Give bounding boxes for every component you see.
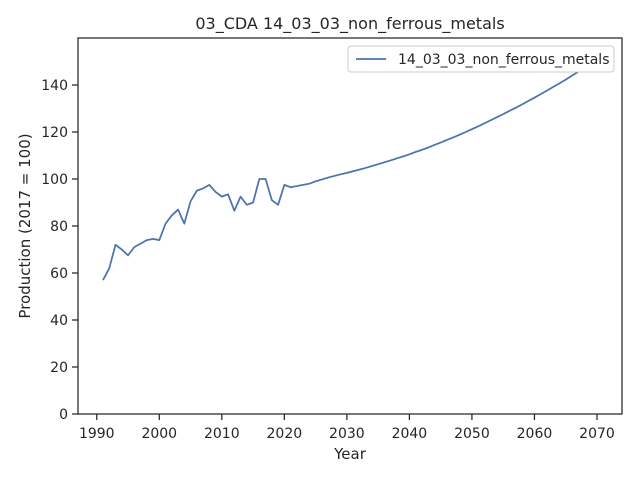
x-tick-label: 2040 (392, 426, 428, 442)
plot-frame (77, 37, 623, 415)
x-axis-title: Year (333, 445, 367, 463)
series-line (102, 59, 598, 281)
x-tick-label: 2070 (579, 426, 615, 442)
y-tick-label: 100 (41, 172, 68, 188)
x-axis-ticks: 1990 2000 2010 2020 2030 2040 2050 2060 2070 (79, 414, 615, 442)
x-tick-label: 2050 (454, 426, 490, 442)
x-tick-label: 2020 (267, 426, 303, 442)
x-tick-label: 2000 (141, 426, 177, 442)
y-tick-label: 40 (50, 313, 68, 329)
y-tick-label: 20 (50, 360, 68, 376)
legend: 14_03_03_non_ferrous_metals (347, 45, 615, 73)
x-tick-label: 1990 (79, 426, 115, 442)
x-tick-label: 2060 (517, 426, 553, 442)
chart-title: 03_CDA 14_03_03_non_ferrous_metals (195, 14, 504, 34)
y-axis-title: Production (2017 = 100) (16, 133, 34, 318)
y-tick-label: 140 (41, 78, 68, 94)
y-tick-label: 60 (50, 266, 68, 282)
y-axis-ticks: 0 20 40 60 80 100 120 140 (41, 78, 78, 423)
x-tick-label: 2010 (204, 426, 240, 442)
x-tick-label: 2030 (329, 426, 365, 442)
y-tick-label: 120 (41, 125, 68, 141)
y-tick-label: 0 (59, 407, 68, 423)
y-tick-label: 80 (50, 219, 68, 235)
legend-box (347, 45, 615, 73)
legend-label: 14_03_03_non_ferrous_metals (398, 52, 610, 68)
